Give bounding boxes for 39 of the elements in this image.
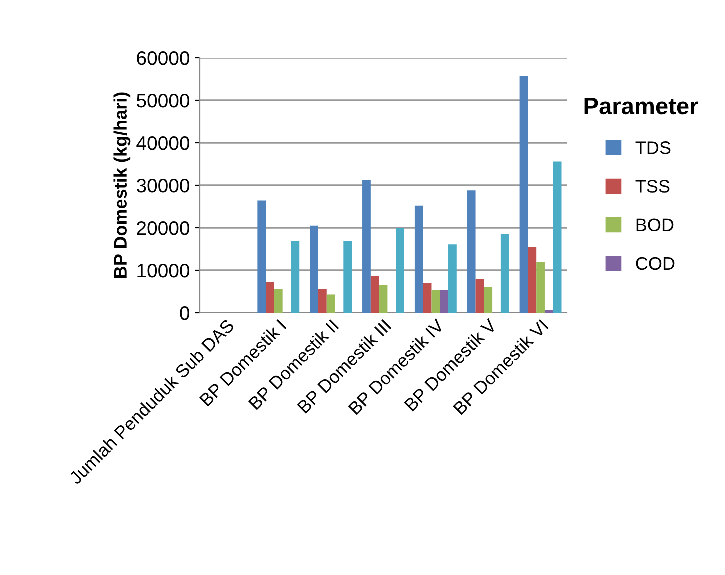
legend-label: BOD [636,218,674,232]
legend-label: TDS [636,142,671,154]
bar [528,247,537,313]
bar [310,226,318,313]
bar [291,241,300,313]
bar [318,289,327,313]
bar [370,276,380,313]
bar [544,310,554,313]
y-tick-label: 50000 [136,94,190,108]
bar [274,289,283,313]
y-tick-label: 40000 [136,136,190,150]
bar [484,287,493,313]
bar [258,200,266,313]
bar [326,294,336,313]
legend-label: TSS [636,180,670,193]
bar [520,76,528,313]
legend-label: COD [636,257,675,270]
bar [448,244,457,313]
bar [536,262,545,313]
bar [432,290,440,313]
bar [362,180,371,313]
bar [553,162,562,313]
bar [467,190,476,313]
bar [266,282,274,313]
y-tick-label: 0 [180,306,190,320]
bar [379,284,388,313]
bar [423,283,432,313]
y-tick-label: 60000 [137,51,190,66]
y-axis-title: BP Domestik (kg/hari) [114,92,131,278]
y-tick-label: 30000 [136,178,190,193]
y-tick-label: 20000 [137,221,190,236]
y-tick-label: 10000 [138,264,190,278]
bar [476,279,484,313]
bar [344,241,352,313]
bar [414,206,424,313]
bar [396,228,404,313]
bar [500,234,510,313]
legend-title: Parameter [584,98,698,115]
bar [440,290,449,313]
